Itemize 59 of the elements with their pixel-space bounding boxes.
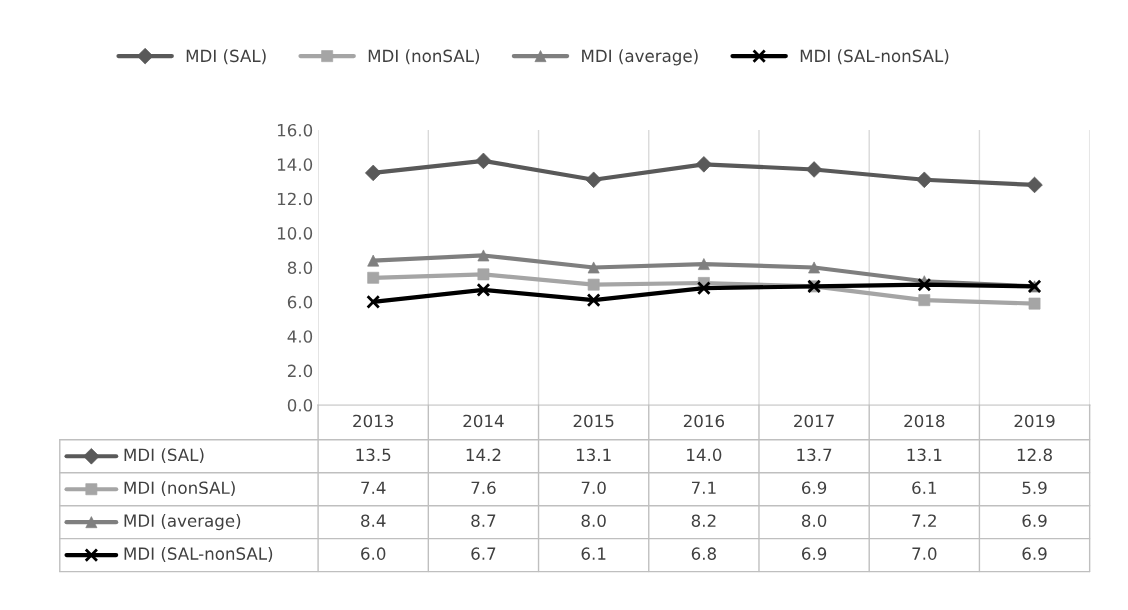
x-tick-label: 2014 xyxy=(463,414,504,428)
data-label: 6.1 xyxy=(912,481,937,495)
data-label: 8.0 xyxy=(581,514,606,527)
point xyxy=(366,294,381,309)
data-label: 13.7 xyxy=(797,448,832,462)
point xyxy=(476,282,491,297)
data-label: 6.9 xyxy=(1022,547,1047,560)
data-label: 14.0 xyxy=(687,448,722,462)
data-label: 13.1 xyxy=(576,448,611,462)
text: MDI (average) xyxy=(124,514,241,531)
data-label: 6.8 xyxy=(691,547,716,560)
x-tick-label: 2016 xyxy=(683,414,725,428)
data-label: 13.1 xyxy=(907,448,942,462)
data-label: 8.0 xyxy=(801,514,827,527)
y-tick-label: 6.0 xyxy=(287,295,313,309)
data-label: 7.6 xyxy=(471,481,496,495)
x-tick-label: 2015 xyxy=(573,414,614,428)
y-tick-label: 0.0 xyxy=(287,399,313,412)
data-label: 7.0 xyxy=(912,547,937,560)
text: MDI (SAL-nonSAL) xyxy=(124,547,273,562)
data-label: 8.7 xyxy=(471,514,496,527)
data-label: 7.4 xyxy=(361,481,386,494)
legend-label: MDI (SAL) xyxy=(186,49,266,65)
data-label: 6.0 xyxy=(361,547,386,560)
data-label: 7.0 xyxy=(581,481,606,495)
point xyxy=(1026,176,1043,194)
y-tick-label: 8.0 xyxy=(287,261,313,275)
legend-label: MDI (SAL-nonSAL) xyxy=(800,49,949,65)
legend-label: MDI (average) xyxy=(582,49,698,66)
text: MDI (nonSAL) xyxy=(124,481,235,497)
point xyxy=(475,152,492,170)
data-label: 6.9 xyxy=(802,481,827,495)
y-tick-label: 2.0 xyxy=(287,364,313,378)
y-tick-label: 10.0 xyxy=(277,227,313,240)
data-label: 7.1 xyxy=(691,481,716,494)
y-tick-label: 14.0 xyxy=(277,158,313,171)
data-label: 7.2 xyxy=(912,514,936,527)
data-label: 6.9 xyxy=(1022,514,1047,527)
text: MDI (SAL) xyxy=(124,448,204,464)
data-label: 8.2 xyxy=(691,514,716,527)
data-label: 6.9 xyxy=(802,547,827,560)
point xyxy=(696,281,711,296)
legend-label: MDI (nonSAL) xyxy=(368,49,480,65)
data-label: 12.8 xyxy=(1017,448,1052,462)
data-label: 13.5 xyxy=(356,448,391,462)
data-label: 14.2 xyxy=(466,448,501,461)
x-tick-label: 2019 xyxy=(1014,414,1055,428)
data-label: 5.9 xyxy=(1022,481,1047,495)
point xyxy=(586,293,601,308)
x-tick-label: 2017 xyxy=(794,414,834,428)
y-tick-label: 4.0 xyxy=(287,330,313,343)
data-label: 6.1 xyxy=(581,547,606,560)
point xyxy=(917,277,932,292)
x-tick-label: 2013 xyxy=(353,414,394,428)
y-tick-label: 12.0 xyxy=(277,192,313,206)
x-tick-label: 2018 xyxy=(904,414,945,428)
data-label: 6.7 xyxy=(471,547,496,560)
data-label: 8.4 xyxy=(361,514,386,527)
y-tick-label: 16.0 xyxy=(277,123,313,137)
